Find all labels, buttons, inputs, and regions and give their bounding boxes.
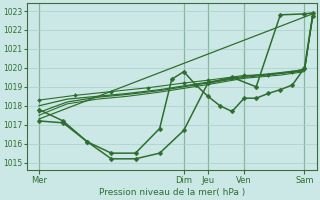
X-axis label: Pression niveau de la mer( hPa ): Pression niveau de la mer( hPa ) bbox=[99, 188, 245, 197]
